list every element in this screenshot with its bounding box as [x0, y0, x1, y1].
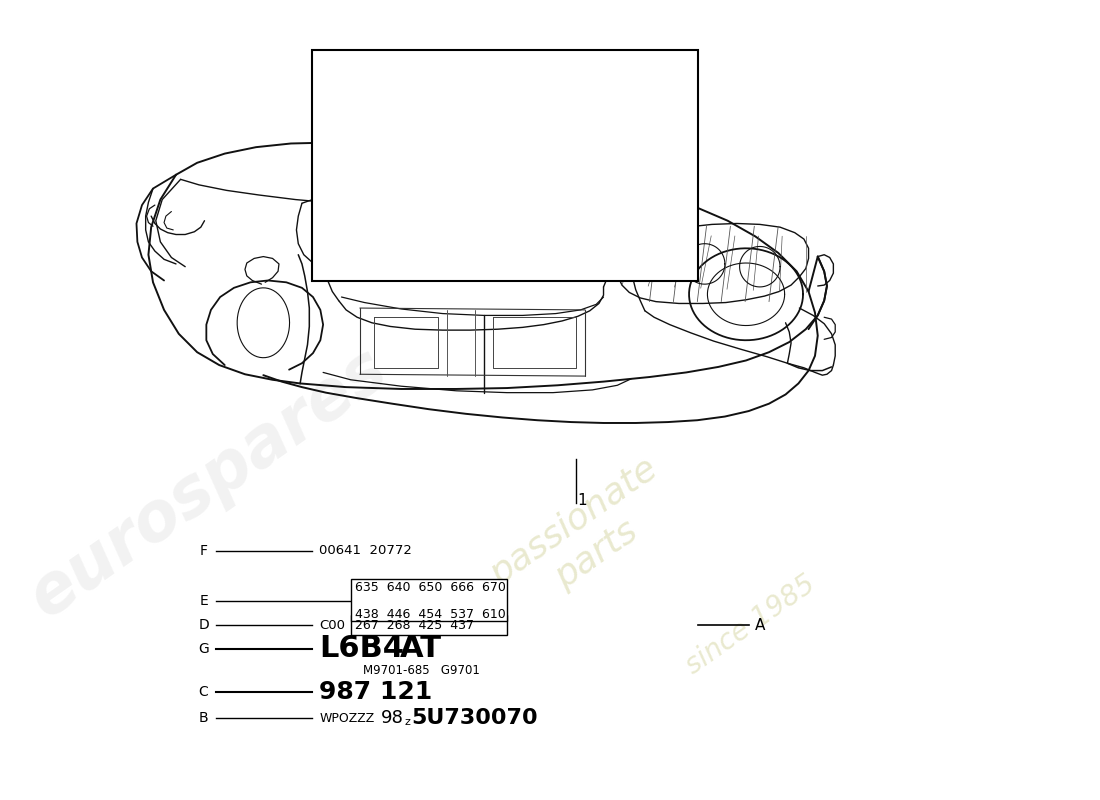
- Text: M9701-685   G9701: M9701-685 G9701: [363, 664, 480, 677]
- Text: F: F: [199, 544, 208, 558]
- Text: passionate
parts: passionate parts: [484, 451, 686, 624]
- Text: D: D: [198, 618, 209, 632]
- Text: C: C: [199, 685, 209, 699]
- Text: C00: C00: [319, 618, 345, 631]
- Text: A: A: [756, 618, 766, 633]
- Text: B: B: [199, 711, 208, 726]
- Text: 987 121: 987 121: [319, 680, 432, 704]
- Text: 438  446  454  537  610: 438 446 454 537 610: [355, 607, 506, 621]
- Text: 267  268  425  437: 267 268 425 437: [355, 618, 474, 631]
- Text: L6B4: L6B4: [319, 634, 405, 663]
- Bar: [312, 50, 698, 282]
- Text: 98: 98: [381, 710, 404, 727]
- Text: 5U730070: 5U730070: [411, 709, 538, 729]
- Text: 1: 1: [578, 494, 587, 508]
- Text: z: z: [405, 717, 410, 727]
- Text: AT: AT: [399, 634, 441, 663]
- Text: G: G: [198, 642, 209, 656]
- Text: E: E: [199, 594, 208, 608]
- Bar: [351, 615, 507, 635]
- Text: since 1985: since 1985: [681, 570, 821, 680]
- Text: 635  640  650  666  670: 635 640 650 666 670: [355, 581, 506, 594]
- Text: eurospares: eurospares: [16, 335, 399, 630]
- Text: 00641  20772: 00641 20772: [319, 544, 412, 558]
- Bar: [351, 578, 507, 621]
- Text: WPOZZZ: WPOZZZ: [319, 712, 375, 725]
